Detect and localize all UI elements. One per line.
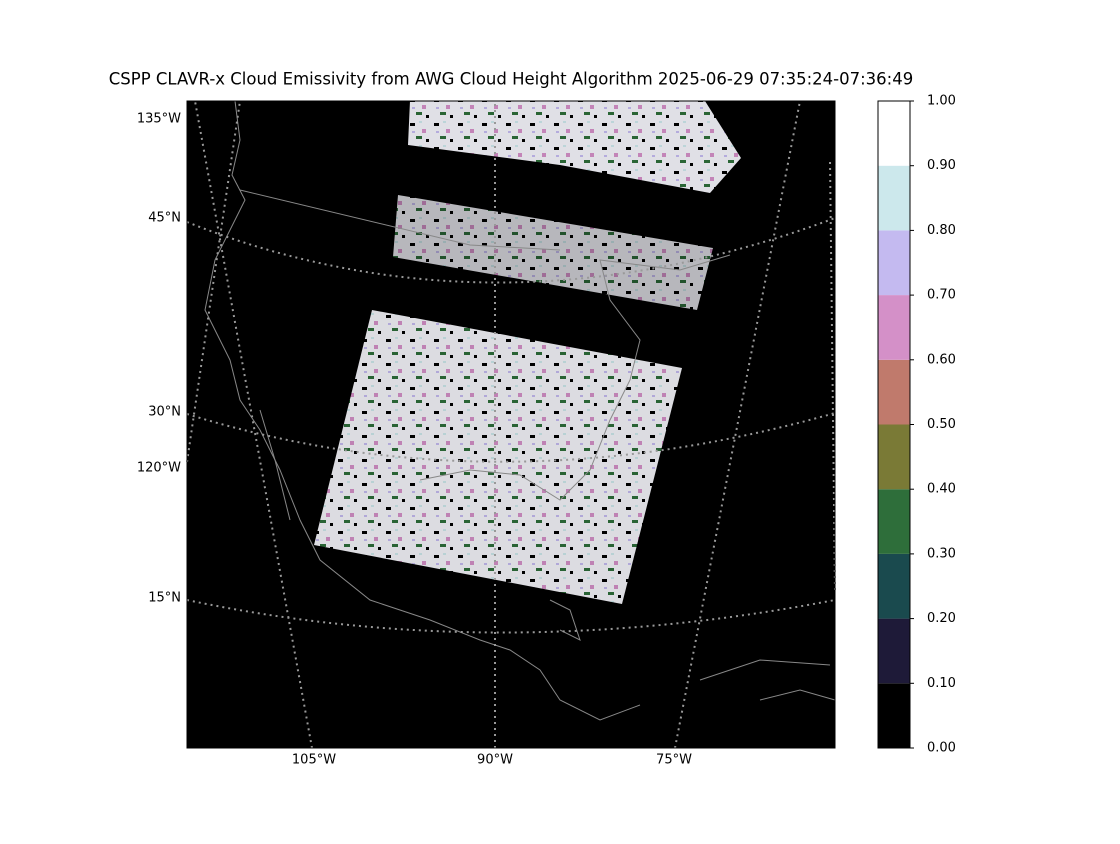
colorbar-segment	[878, 359, 910, 425]
colorbar-tick-label: 0.70	[927, 288, 956, 303]
colorbar-tick-label: 0.60	[927, 352, 956, 367]
swath	[393, 195, 713, 310]
lon-label: 135°W	[137, 112, 181, 127]
colorbar-tick-label: 0.30	[927, 546, 956, 561]
map-labels: 45°N 30°N 15°N 135°W 120°W 105°W 90°W 75°W	[137, 112, 692, 768]
chart-title: CSPP CLAVR-x Cloud Emissivity from AWG C…	[109, 70, 913, 89]
colorbar-segment	[878, 553, 910, 619]
colorbar-segment	[878, 165, 910, 231]
map	[186, 100, 836, 749]
colorbar-segment	[878, 424, 910, 490]
colorbar-segment	[878, 618, 910, 684]
lon-label: 120°W	[137, 461, 181, 476]
coastlines	[204, 100, 836, 721]
colorbar-segment	[878, 230, 910, 296]
lon-label: 75°W	[656, 753, 692, 768]
swath	[314, 310, 682, 604]
colorbar-tick-label: 0.40	[927, 482, 956, 497]
colorbar-segment	[878, 489, 910, 554]
colorbar-tick-label: 0.80	[927, 223, 956, 238]
lon-label: 105°W	[292, 753, 336, 768]
colorbar-segment	[878, 295, 910, 360]
colorbar-tick-label: 0.10	[927, 676, 956, 691]
map-frame	[186, 100, 836, 749]
graticule	[186, 100, 836, 749]
colorbar-tick-label: 0.20	[927, 611, 956, 626]
colorbar-tick-label: 0.90	[927, 158, 956, 173]
lat-label: 15°N	[148, 591, 181, 606]
colorbar-segment	[878, 683, 910, 748]
colorbar: 0.00 0.10 0.20 0.30 0.40 0.50 0.60 0.70 0.80 0.90…	[877, 94, 956, 756]
lon-label: 90°W	[477, 753, 513, 768]
colorbar-tick-label: 1.00	[927, 94, 956, 109]
lat-label: 45°N	[148, 211, 181, 226]
colorbar-segment	[878, 101, 910, 166]
lat-label: 30°N	[148, 405, 181, 420]
colorbar-tick-label: 0.00	[927, 741, 956, 756]
colorbar-tick-label: 0.50	[927, 417, 956, 432]
swath	[408, 101, 741, 193]
